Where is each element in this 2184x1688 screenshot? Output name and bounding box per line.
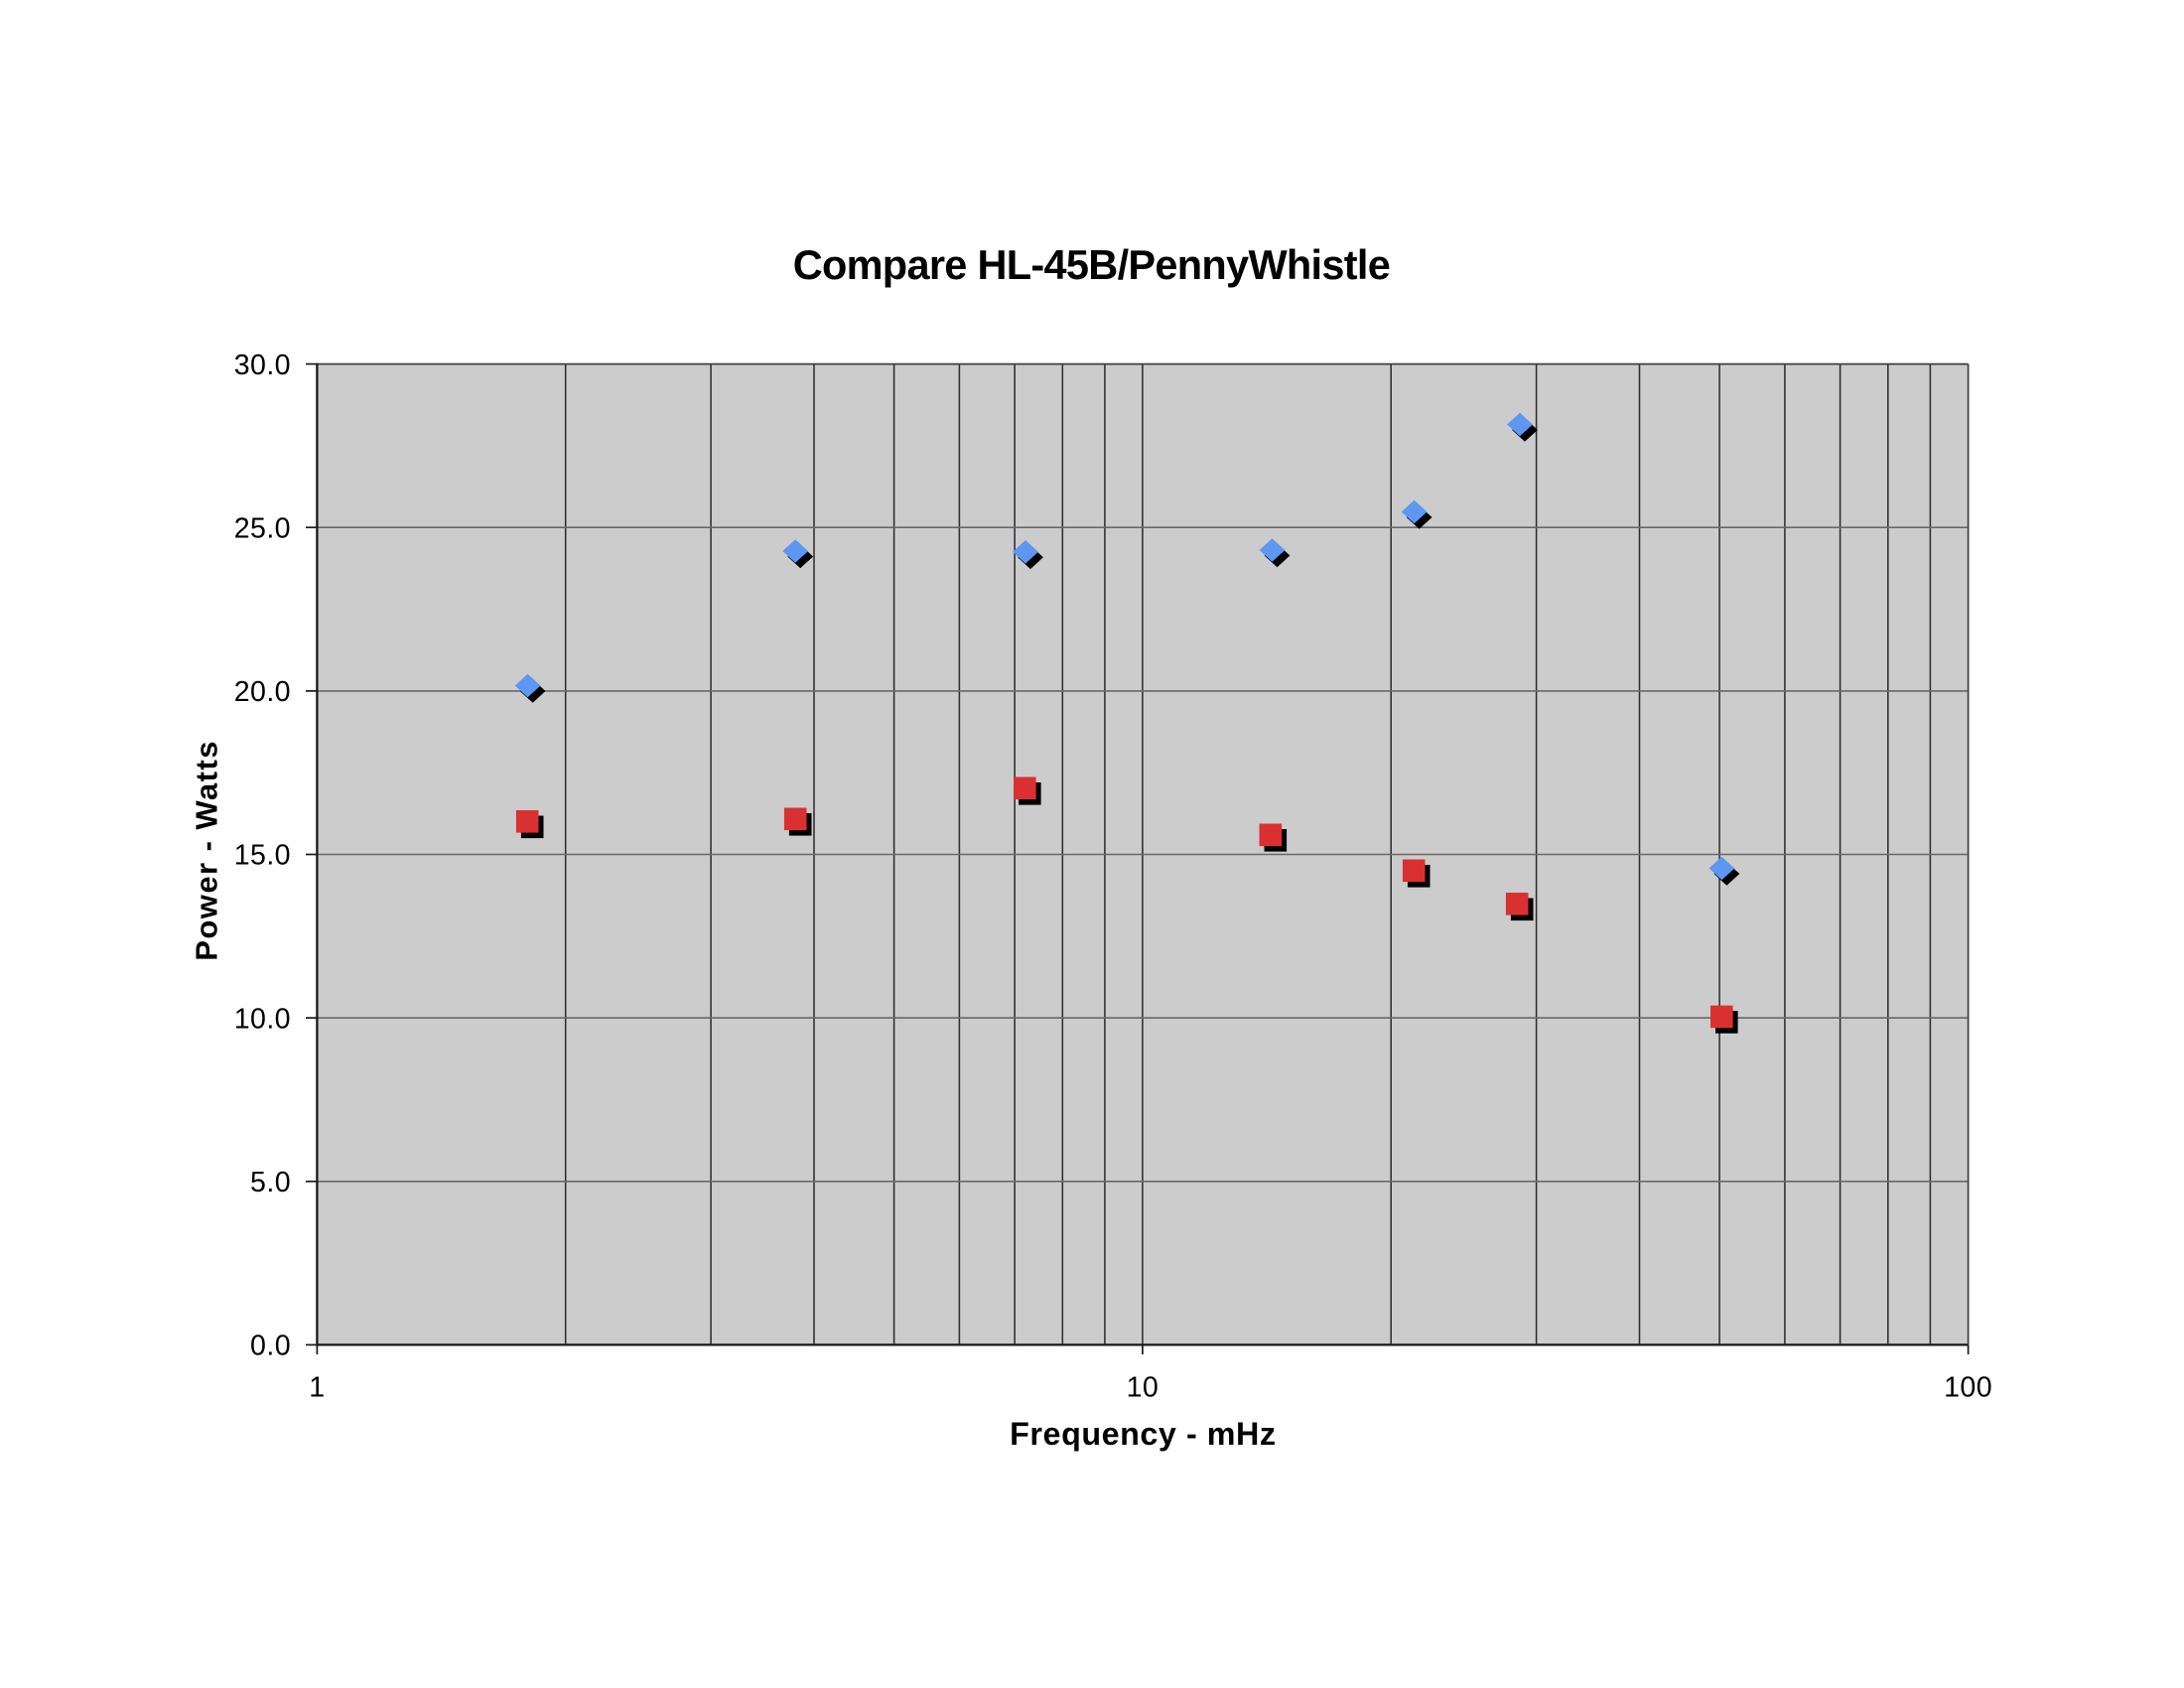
svg-text:10.0: 10.0 xyxy=(234,1003,291,1035)
svg-text:20.0: 20.0 xyxy=(234,676,291,708)
svg-text:Compare HL-45B/PennyWhistle: Compare HL-45B/PennyWhistle xyxy=(793,241,1390,288)
svg-text:5.0: 5.0 xyxy=(250,1167,291,1198)
svg-text:Frequency - mHz: Frequency - mHz xyxy=(1010,1416,1276,1452)
svg-text:10: 10 xyxy=(1127,1372,1160,1404)
svg-text:Power - Watts: Power - Watts xyxy=(190,740,224,961)
svg-text:1: 1 xyxy=(309,1372,325,1404)
svg-text:30.0: 30.0 xyxy=(234,350,291,381)
svg-text:25.0: 25.0 xyxy=(234,512,291,544)
svg-text:0.0: 0.0 xyxy=(250,1331,291,1362)
svg-text:100: 100 xyxy=(1944,1372,1992,1404)
svg-text:15.0: 15.0 xyxy=(234,840,291,872)
